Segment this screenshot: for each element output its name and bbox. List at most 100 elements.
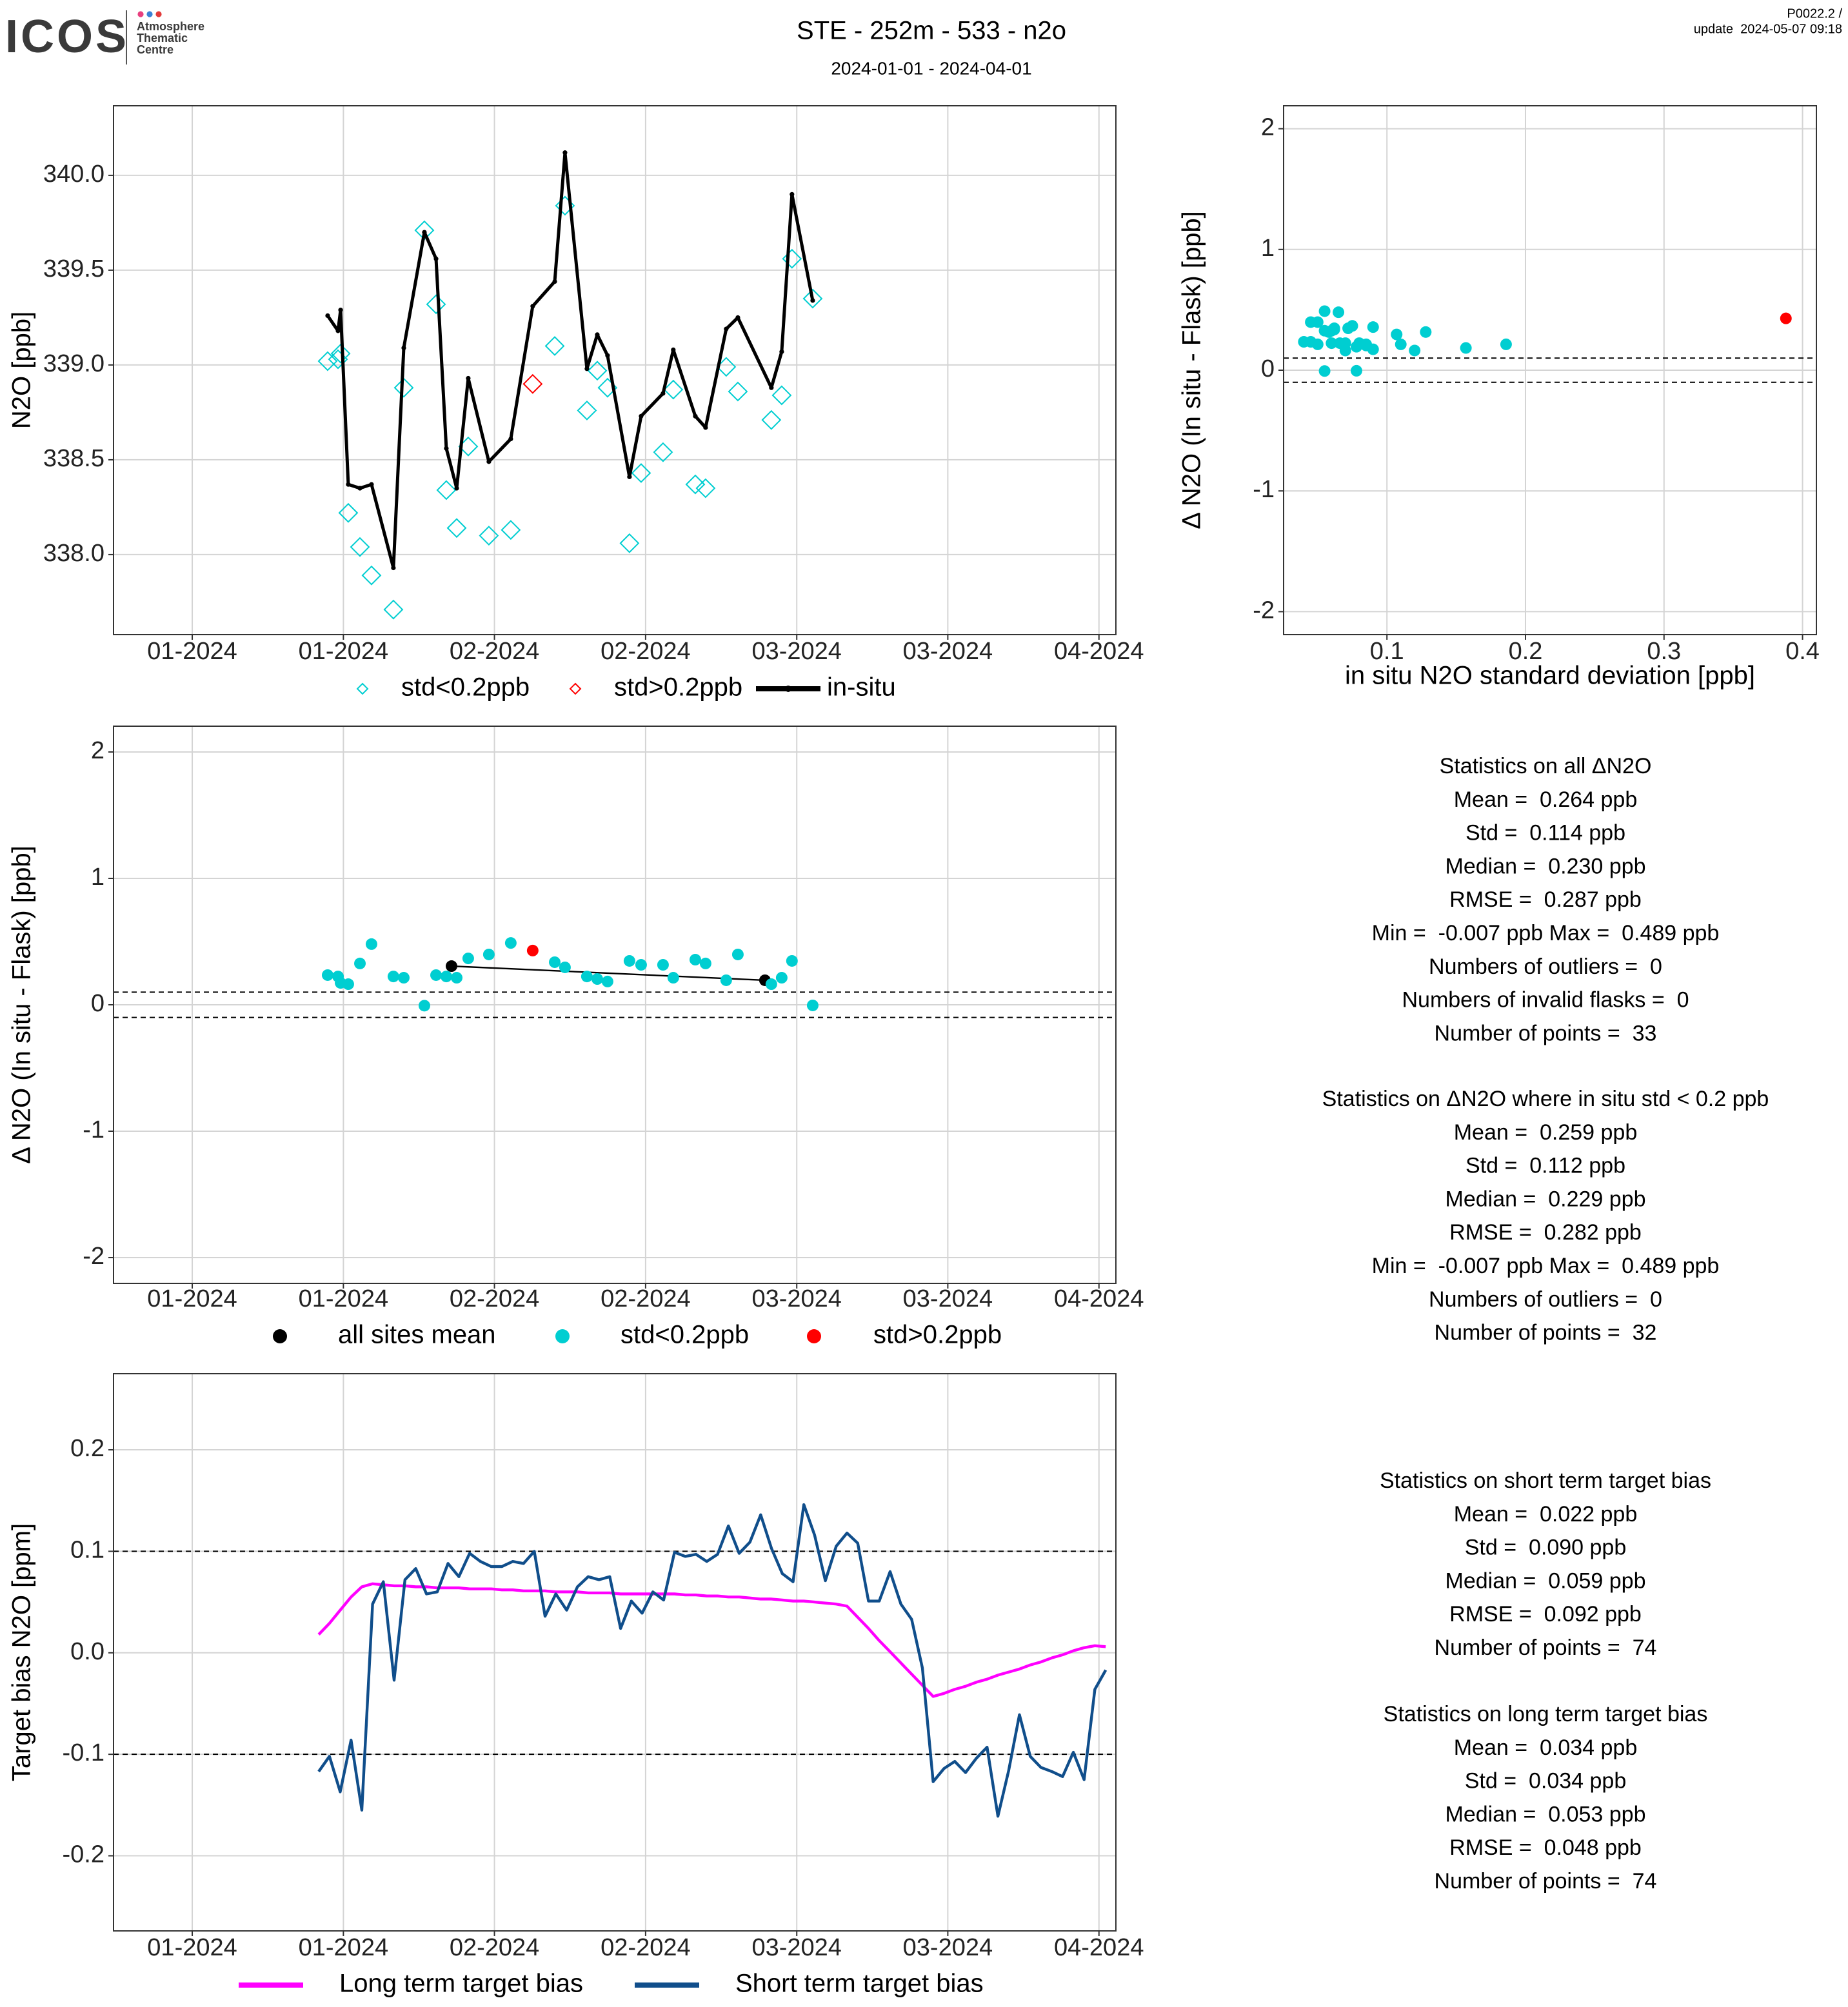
y-tick-label: 339.0 (43, 350, 104, 377)
y-axis-label: N2O [ppb] (8, 311, 36, 429)
diamond-point (436, 480, 457, 500)
diamond-point (338, 502, 359, 523)
statistics-line: Median = 0.229 ppb (1446, 1187, 1646, 1211)
y-tick-label: 338.0 (43, 540, 104, 567)
y-tick-label: -0.1 (63, 1739, 104, 1766)
plot-border (1283, 105, 1817, 635)
x-tick-label: 04-2024 (1054, 638, 1144, 665)
point (1350, 364, 1362, 377)
x-tick-label: 01-2024 (147, 1934, 237, 1961)
point (595, 332, 600, 337)
y-tick-label: 339.5 (43, 255, 104, 282)
diamond-point (317, 351, 338, 371)
statistics-line: Min = -0.007 ppb Max = 0.489 ppb (1372, 1254, 1720, 1278)
point (735, 315, 740, 321)
legend-symbol (807, 1329, 821, 1343)
point (584, 366, 590, 371)
point (1326, 337, 1338, 350)
point (454, 486, 459, 491)
diamond-point (782, 248, 802, 269)
y-tick-label: 1 (1261, 235, 1275, 262)
point (689, 954, 701, 966)
statistics-line: RMSE = 0.092 ppb (1449, 1602, 1642, 1626)
legend-label: std<0.2ppb (621, 1321, 749, 1349)
point (445, 960, 457, 973)
point (591, 973, 603, 985)
point (1360, 338, 1373, 350)
legend-label: std>0.2ppb (873, 1321, 1002, 1349)
logo-sub: Thematic (137, 32, 188, 44)
y-tick-label: 1 (91, 864, 104, 891)
point (1460, 342, 1472, 354)
point (769, 385, 774, 390)
point (724, 326, 729, 331)
point (1342, 322, 1355, 335)
point (508, 436, 513, 442)
point (1420, 326, 1432, 338)
point (639, 413, 644, 419)
y-tick-label: 0.2 (70, 1435, 104, 1462)
statistics-line: Numbers of outliers = 0 (1429, 1287, 1662, 1312)
point (530, 304, 535, 309)
logo-sub: Centre (137, 43, 174, 56)
point (1339, 344, 1351, 357)
x-tick-label: 0.2 (1509, 638, 1543, 665)
legend-label: std>0.2ppb (614, 673, 742, 702)
x-tick-label: 03-2024 (751, 1934, 841, 1961)
logo-dot (146, 11, 153, 17)
point (1318, 305, 1331, 317)
point (1350, 341, 1362, 353)
y-tick-label: -2 (1253, 597, 1275, 624)
point (1318, 365, 1331, 377)
diamond-point (631, 463, 651, 483)
diamond-point (587, 361, 608, 381)
statistics-line: Statistics on long term target bias (1384, 1702, 1708, 1726)
point (562, 150, 568, 155)
statistics-line: Std = 0.112 ppb (1465, 1154, 1625, 1178)
x-tick-label: 01-2024 (147, 638, 237, 665)
y-tick-label: 338.5 (43, 445, 104, 472)
statistics-line: Number of points = 74 (1435, 1636, 1657, 1660)
point (623, 954, 635, 967)
legend-symbol (356, 682, 369, 695)
point (1780, 312, 1792, 324)
statistics-line: Mean = 0.264 ppb (1454, 787, 1638, 812)
x-tick-label: 02-2024 (450, 638, 539, 665)
point (790, 192, 795, 197)
version: P0022.2 / (1787, 6, 1842, 21)
legend-symbol (785, 686, 791, 692)
point (1500, 338, 1512, 350)
point (1328, 322, 1340, 335)
point (433, 256, 439, 261)
legend-label: std<0.2ppb (401, 673, 530, 702)
y-axis-label: Δ N2O (In situ - Flask) [ppb] (1178, 211, 1206, 529)
x-tick-label: 02-2024 (601, 638, 690, 665)
y-tick-label: 0 (91, 990, 104, 1017)
legend-symbol (273, 1329, 287, 1343)
point (635, 959, 647, 971)
point (387, 971, 399, 983)
diamond-point (577, 400, 597, 420)
statistics-line: RMSE = 0.048 ppb (1449, 1835, 1642, 1860)
point (354, 957, 366, 969)
point (335, 328, 341, 333)
point (731, 948, 744, 960)
y-axis-label: Target bias N2O [ppm] (8, 1523, 36, 1781)
y-tick-label: 2 (1261, 114, 1275, 141)
x-tick-label: 0.1 (1370, 638, 1404, 665)
diamond-point (361, 565, 382, 586)
point (430, 969, 442, 981)
point (321, 969, 333, 981)
point (786, 954, 798, 967)
point (605, 353, 610, 358)
x-tick-label: 04-2024 (1054, 1285, 1144, 1312)
plot-border (113, 1373, 1117, 1932)
diamond-point (350, 537, 370, 557)
y-tick-label: -1 (83, 1116, 104, 1143)
statistics-line: Median = 0.053 ppb (1446, 1802, 1646, 1826)
point (1333, 306, 1345, 319)
point (1409, 344, 1421, 357)
plot-border (113, 105, 1117, 635)
statistics-line: Statistics on ΔN2O where in situ std < 0… (1322, 1087, 1769, 1111)
